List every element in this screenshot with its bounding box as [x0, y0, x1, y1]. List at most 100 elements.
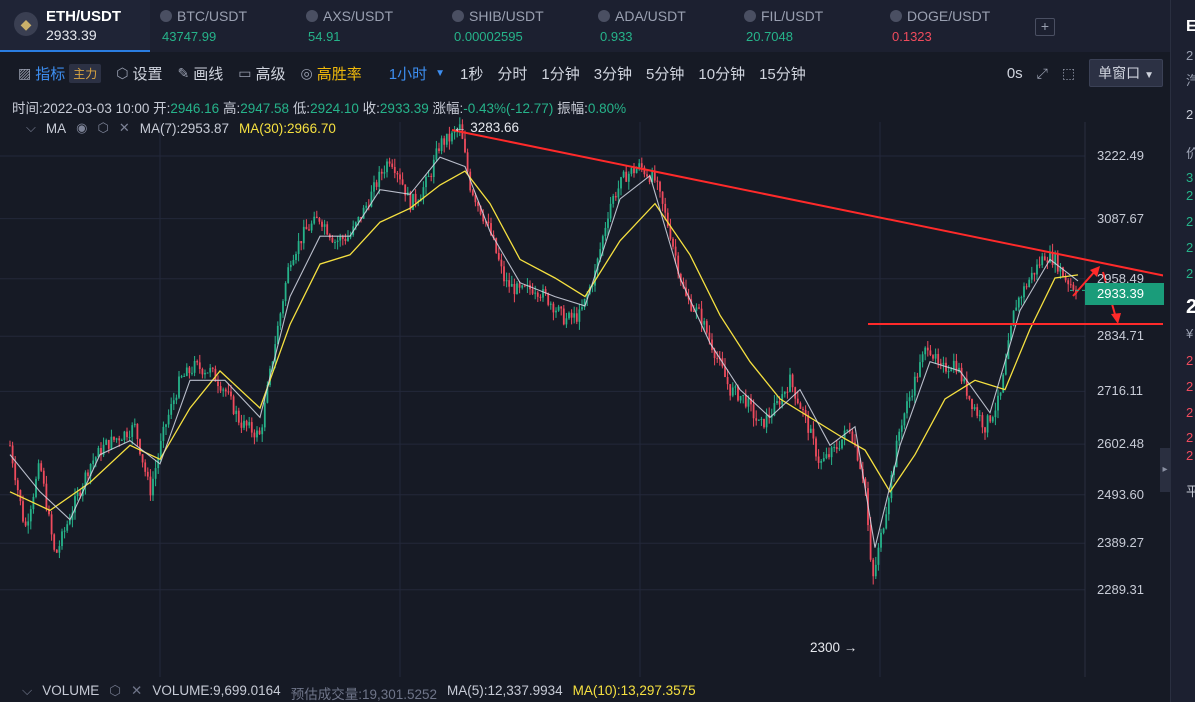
- candle-body: [412, 193, 414, 210]
- interval-1m[interactable]: 1分钟: [541, 65, 580, 83]
- gear-icon[interactable]: ⬡: [97, 120, 109, 135]
- candle-body: [474, 195, 477, 203]
- close-icon[interactable]: ✕: [131, 683, 143, 698]
- win-rate-button[interactable]: ◎ 高胜率: [301, 63, 362, 84]
- candle-body: [331, 237, 334, 243]
- candle-body: [679, 273, 682, 282]
- candle-body: [362, 207, 365, 219]
- interval-dropdown[interactable]: 1小时 ▼: [389, 63, 445, 84]
- panel-text: 2: [1186, 107, 1194, 122]
- collapse-panel-button[interactable]: ▸: [1160, 448, 1170, 492]
- candle-body: [1072, 284, 1075, 290]
- candle-body: [630, 168, 633, 174]
- interval-10m[interactable]: 10分钟: [698, 65, 746, 83]
- candle-body: [651, 171, 654, 182]
- candle-body: [66, 524, 69, 531]
- candle-body: [250, 422, 253, 433]
- interval-timeline[interactable]: 分时: [497, 65, 528, 83]
- advanced-label: 高级: [255, 65, 286, 83]
- candle-body: [711, 339, 713, 350]
- candle-body: [118, 438, 121, 441]
- candle-body: [256, 430, 258, 438]
- candle-body: [14, 463, 17, 481]
- ticker-doge[interactable]: DOGE/USDT 0.1323: [880, 0, 1026, 52]
- interval-5m[interactable]: 5分钟: [646, 65, 685, 83]
- ticker-axs[interactable]: AXS/USDT 54.91: [296, 0, 442, 52]
- candle-body: [924, 347, 927, 355]
- candle-body: [139, 439, 141, 455]
- close-icon[interactable]: ✕: [118, 120, 130, 135]
- draw-button[interactable]: ✎ 画线: [178, 63, 224, 84]
- interval-3m[interactable]: 3分钟: [593, 65, 633, 83]
- candle-body: [217, 381, 219, 387]
- candle-body: [518, 283, 521, 288]
- ticker-btc[interactable]: BTC/USDT 43747.99: [150, 0, 296, 52]
- active-interval: 1小时: [388, 65, 428, 83]
- candle-body: [955, 360, 958, 372]
- gear-icon[interactable]: ⬡: [109, 683, 122, 698]
- candle-body: [326, 224, 329, 235]
- candle-body: [568, 312, 570, 319]
- candle-body: [700, 308, 703, 325]
- fullscreen-icon[interactable]: ⤢: [1036, 64, 1048, 81]
- indicators-button[interactable]: ▨ 指标 主力: [18, 63, 102, 84]
- candle-body: [872, 559, 875, 577]
- candle-body: [739, 395, 742, 401]
- candle-body: [300, 241, 303, 244]
- candle-body: [393, 166, 396, 174]
- eye-icon[interactable]: ◉: [76, 120, 88, 135]
- chart-toolbar: ▨ 指标 主力 ⬡ 设置 ✎ 画线 ▭ 高级 ◎ 高胜率 1小时 ▼ 1秒 分时…: [0, 56, 1163, 90]
- candle-body: [323, 224, 326, 227]
- candle-body: [471, 190, 474, 196]
- candle-body: [791, 374, 794, 388]
- candle-body: [479, 205, 482, 215]
- refresh-seconds[interactable]: 0s: [1006, 64, 1023, 82]
- price-tick-label: 2493.60: [1097, 486, 1144, 502]
- advanced-button[interactable]: ▭ 高级: [238, 63, 285, 84]
- candle-body: [729, 384, 732, 396]
- ticker-shib[interactable]: SHIB/USDT 0.00002595: [442, 0, 588, 52]
- chevron-down-icon[interactable]: ⌵: [22, 683, 33, 698]
- ticker-ada[interactable]: ADA/USDT 0.933: [588, 0, 734, 52]
- candle-body: [438, 148, 440, 151]
- price-chart[interactable]: [0, 92, 1163, 677]
- candle-body: [968, 395, 971, 399]
- interval-15m[interactable]: 15分钟: [759, 65, 806, 83]
- candle-body: [760, 418, 763, 420]
- candle-body: [1054, 253, 1057, 265]
- chevron-down-icon[interactable]: ⌵: [26, 120, 36, 135]
- candle-body: [752, 404, 755, 419]
- candle-body: [422, 187, 425, 199]
- ma30-value: MA(30):2966.70: [239, 120, 336, 136]
- add-ticker-button[interactable]: +: [1035, 18, 1055, 36]
- doge-coin-icon: [890, 10, 902, 22]
- candle-body: [786, 391, 789, 393]
- candle-body: [279, 313, 282, 326]
- candle-body: [53, 534, 56, 550]
- candle-body: [783, 391, 786, 395]
- ticker-fil[interactable]: FIL/USDT 20.7048: [734, 0, 880, 52]
- candle-body: [110, 436, 113, 449]
- candle-body: [448, 133, 451, 142]
- candle-body: [609, 203, 612, 219]
- arrow-up-line: [1072, 269, 1097, 297]
- candle-body: [1025, 286, 1028, 288]
- candle-body: [560, 306, 563, 309]
- interval-1s[interactable]: 1秒: [460, 65, 484, 83]
- volume-ma5: MA(5):12,337.9934: [447, 683, 563, 698]
- candle-body: [898, 431, 901, 441]
- screenshot-icon[interactable]: ⬚: [1061, 64, 1076, 81]
- candle-body: [289, 264, 292, 268]
- candle-body: [27, 521, 30, 526]
- panel-bid: 2: [1186, 448, 1194, 463]
- candle-body: [35, 478, 37, 497]
- settings-button[interactable]: ⬡ 设置: [116, 63, 162, 84]
- candle-body: [960, 367, 963, 382]
- candle-body: [360, 216, 362, 219]
- candle-body: [1036, 264, 1038, 275]
- high-annotation: ← 3283.66: [453, 120, 520, 135]
- candle-body: [1043, 256, 1046, 261]
- ticker-eth[interactable]: ◆ ETH/USDT 2933.39: [0, 0, 150, 52]
- candle-body: [430, 176, 433, 178]
- window-mode-dropdown[interactable]: 单窗口 ▼: [1089, 59, 1163, 87]
